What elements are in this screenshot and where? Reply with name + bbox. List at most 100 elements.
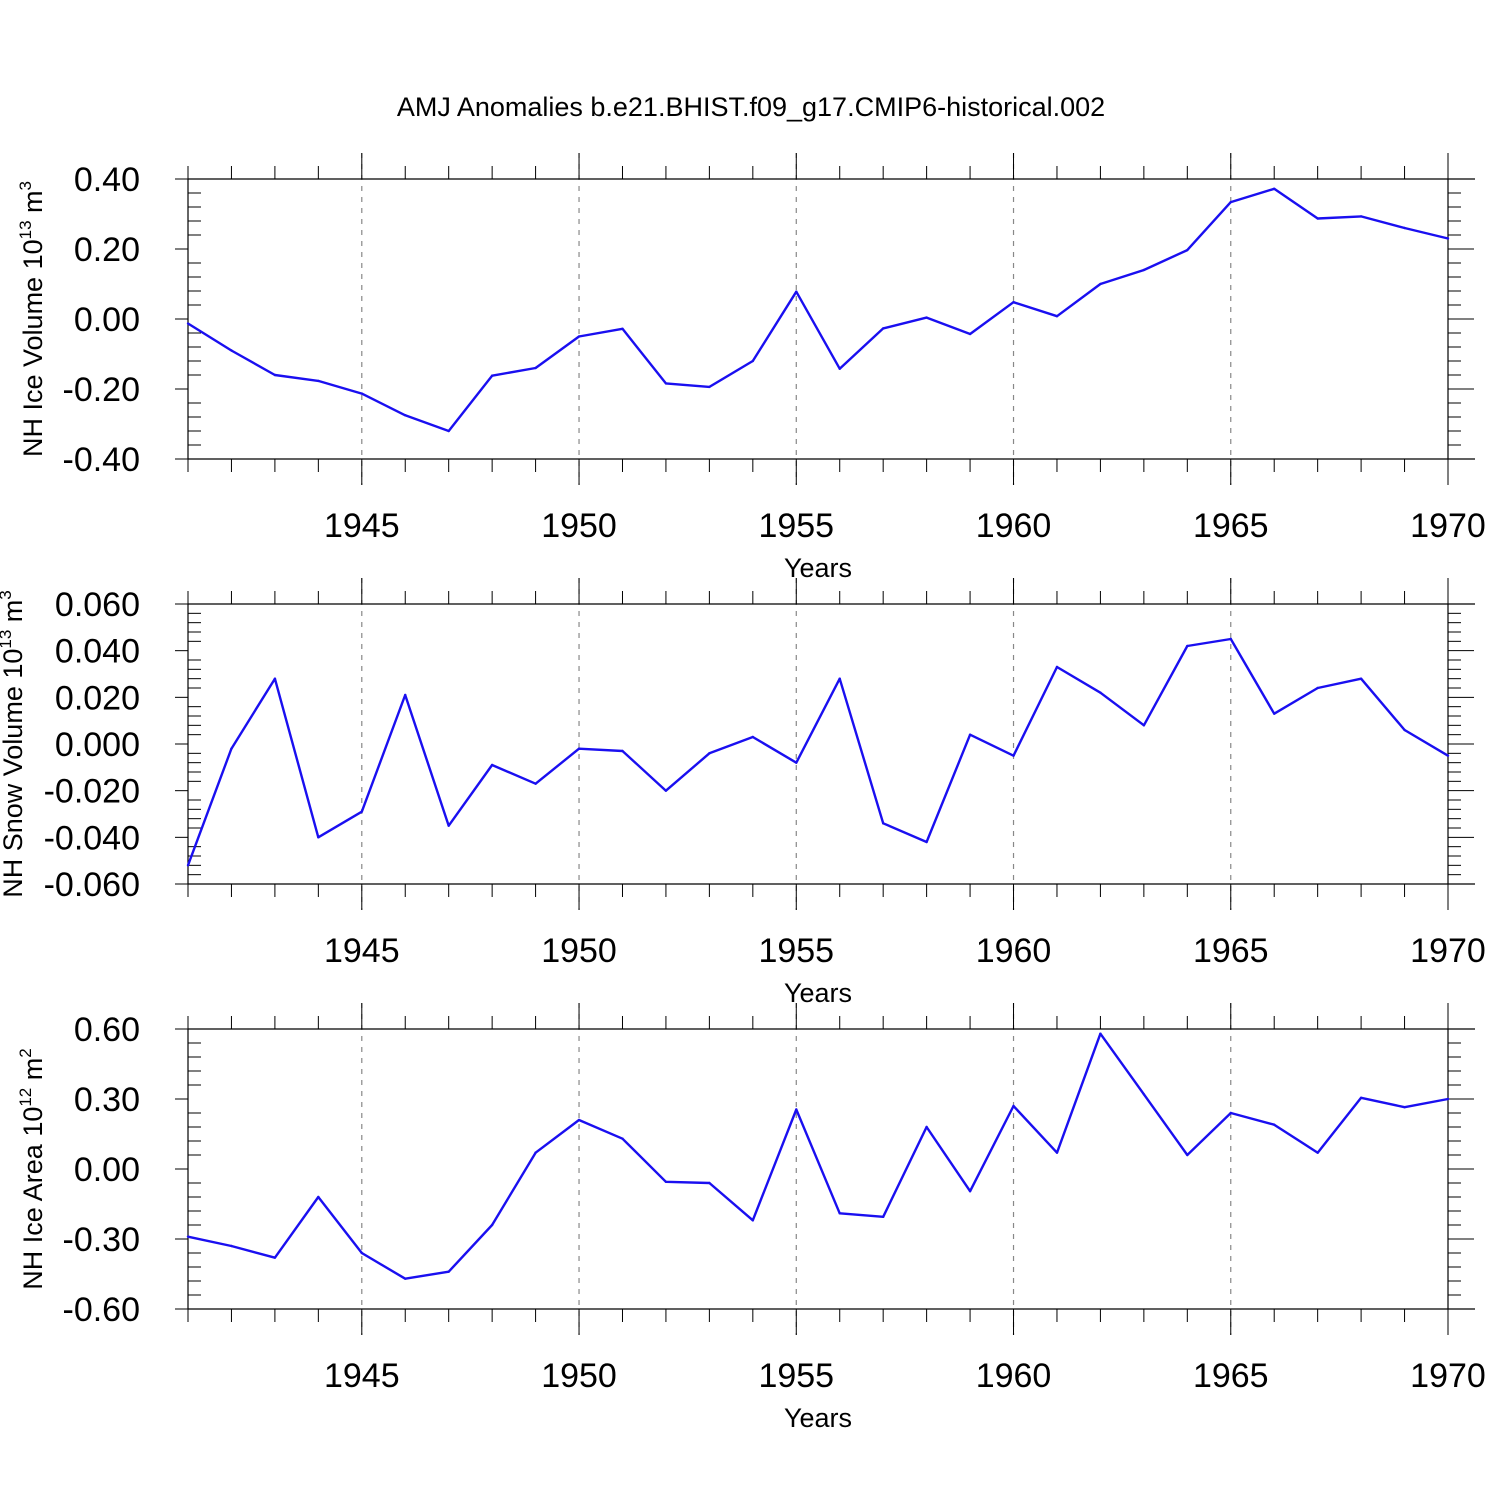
data-point (795, 761, 798, 764)
data-point (1186, 248, 1189, 252)
data-point (1229, 1111, 1232, 1115)
data-point (1403, 728, 1406, 732)
data-point (664, 382, 668, 385)
data-point (1229, 200, 1232, 204)
y-tick-label: 0.020 (55, 679, 140, 717)
x-tick-label: 1965 (1193, 1357, 1269, 1395)
data-point (1273, 187, 1276, 190)
data-point (621, 1137, 624, 1140)
data-point (1186, 1153, 1189, 1157)
data-point (1446, 1097, 1450, 1101)
data-point (360, 1251, 363, 1255)
data-point (1359, 677, 1363, 680)
data-point (1142, 1093, 1146, 1096)
data-point (1099, 691, 1102, 694)
y-tick-label: 0.40 (74, 161, 140, 199)
x-tick-label: 1970 (1410, 1357, 1486, 1395)
data-point (1403, 1105, 1406, 1109)
data-point (404, 1277, 407, 1280)
data-point (1099, 282, 1102, 286)
y-tick-label: 0.20 (74, 231, 140, 269)
y-tick-label: 0.00 (74, 301, 140, 339)
data-point (968, 733, 972, 736)
data-point (1099, 1032, 1102, 1035)
y-axis-label: NH Ice Area 1012 m2 (16, 1048, 48, 1289)
data-point (664, 789, 668, 792)
y-tick-label: -0.30 (63, 1221, 141, 1259)
x-axis-label: Years (784, 553, 852, 583)
data-point (708, 385, 711, 389)
data-point (881, 822, 885, 825)
x-tick-label: 1965 (1193, 932, 1269, 970)
data-point (708, 752, 711, 755)
y-tick-label: -0.040 (44, 819, 140, 857)
data-point (795, 290, 798, 293)
x-tick-label: 1955 (758, 932, 834, 970)
data-point (577, 335, 581, 338)
y-tick-label: 0.30 (74, 1081, 140, 1119)
x-axis-label: Years (784, 978, 852, 1008)
data-point (317, 836, 320, 839)
data-point (925, 316, 928, 319)
data-point (317, 379, 320, 383)
y-tick-label: -0.40 (63, 441, 141, 479)
data-point (447, 824, 450, 827)
data-point (1446, 754, 1450, 757)
data-point (1446, 237, 1450, 240)
data-point (317, 1195, 320, 1199)
data-point (577, 747, 581, 750)
data-point (621, 749, 624, 753)
data-point (1012, 754, 1015, 757)
x-axis-label: Years (784, 1403, 852, 1433)
data-point (838, 677, 841, 680)
data-point (1055, 315, 1059, 318)
data-point (838, 1212, 841, 1215)
data-point (881, 327, 885, 330)
data-point (881, 1215, 885, 1219)
data-point (1055, 665, 1059, 669)
y-tick-label: 0.000 (55, 726, 140, 764)
data-point (1273, 1123, 1276, 1126)
data-point (577, 1118, 581, 1122)
data-point (1055, 1151, 1059, 1154)
data-point (447, 429, 450, 433)
x-tick-label: 1970 (1410, 507, 1486, 545)
x-tick-label: 1955 (758, 507, 834, 545)
data-point (534, 366, 537, 370)
data-point (1142, 724, 1146, 727)
data-point (968, 332, 972, 336)
panel-2: -0.060 -0.040 -0.020 0.000 0.020 0.040 0.060 19… (0, 578, 1486, 1008)
y-axis-label: NH Ice Volume 1013 m3 (16, 181, 48, 457)
data-point (404, 693, 407, 697)
data-point (838, 367, 841, 370)
data-point (751, 359, 755, 363)
data-point (1316, 217, 1319, 220)
data-point (230, 349, 233, 352)
data-point (968, 1189, 972, 1193)
data-point (708, 1181, 711, 1185)
x-tick-label: 1945 (324, 932, 400, 970)
data-point (751, 735, 755, 739)
data-point (1273, 712, 1276, 715)
x-tick-label: 1960 (976, 1357, 1052, 1395)
x-tick-label: 1950 (541, 507, 617, 545)
y-tick-label: -0.020 (44, 773, 140, 811)
y-tick-label: 0.040 (55, 633, 140, 671)
x-tick-label: 1965 (1193, 507, 1269, 545)
data-point (1316, 686, 1319, 690)
y-axis-label: NH Snow Volume 1013 m3 (0, 590, 28, 898)
data-point (230, 747, 233, 750)
data-point (360, 810, 363, 813)
data-point (1012, 1104, 1015, 1108)
data-point (1359, 1096, 1363, 1100)
y-tick-label: -0.60 (63, 1291, 141, 1329)
data-point (925, 840, 928, 844)
y-tick-label: 0.00 (74, 1151, 140, 1189)
data-point (751, 1219, 755, 1222)
data-point (447, 1270, 450, 1273)
panel-3: -0.60 -0.30 0.00 0.30 0.60 1945 1950 1955 1960 19… (16, 1003, 1486, 1433)
data-point (404, 414, 407, 417)
data-point (534, 1151, 537, 1154)
data-point (925, 1125, 928, 1129)
